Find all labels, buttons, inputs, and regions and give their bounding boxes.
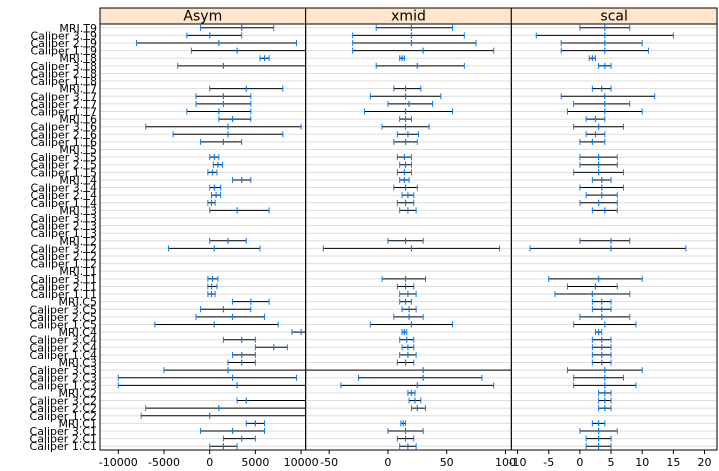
row-label: Caliper 2.T1 (30, 280, 97, 293)
row-label: Caliper 3.C3 (30, 364, 97, 377)
x-tick-label: 10000 (284, 456, 319, 469)
row-label: MRI.C3 (58, 357, 97, 370)
row-label: Caliper 2.T3 (30, 220, 97, 233)
x-tick-label: 0 (384, 456, 391, 469)
row-label: Caliper 1.T8 (30, 75, 97, 88)
row-label: MRI.T2 (59, 235, 97, 248)
row-label: Caliper 1.C3 (30, 379, 97, 392)
row-label: Caliper 1.T1 (30, 288, 97, 301)
row-label: Caliper 3.T2 (30, 242, 97, 255)
row-label: Caliper 1.C5 (30, 318, 97, 331)
x-tick-label: 5 (608, 456, 615, 469)
x-tick-label: 100 (495, 456, 516, 469)
panel-title: xmid (391, 9, 426, 25)
x-tick-label: 0 (206, 456, 213, 469)
panel-border (510, 23, 718, 451)
row-label: MRI.T4 (59, 174, 97, 187)
row-label: MRI.C1 (58, 417, 97, 430)
x-tick-label: 10 (635, 456, 649, 469)
row-label: Caliper 3.C5 (30, 303, 97, 316)
row-label: Caliper 3.T6 (30, 121, 97, 134)
row-label: Caliper 3.C1 (30, 425, 97, 438)
row-label: Caliper 1.T9 (30, 45, 97, 58)
row-label: Caliper 2.C2 (30, 402, 97, 415)
x-tick-label: 0 (576, 456, 583, 469)
row-label: Caliper 2.T6 (30, 128, 97, 141)
row-label: Caliper 1.T6 (30, 136, 97, 149)
x-tick-label: -10 (509, 456, 527, 469)
row-label: MRI.T3 (59, 204, 97, 217)
row-label: Caliper 2.T8 (30, 67, 97, 80)
row-label: MRI.C2 (58, 387, 97, 400)
row-label: Caliper 3.C2 (30, 395, 97, 408)
row-label: Caliper 2.C1 (30, 433, 97, 446)
row-label: MRI.T7 (59, 83, 97, 96)
row-label: Caliper 3.T7 (30, 90, 97, 103)
panel-title: Asym (183, 9, 222, 25)
x-tick-label: 5000 (241, 456, 269, 469)
row-label: Caliper 2.T2 (30, 250, 97, 263)
row-label: Caliper 3.T3 (30, 212, 97, 225)
row-label: Caliper 3.T8 (30, 60, 97, 73)
row-label: Caliper 1.C1 (30, 440, 97, 453)
row-label: Caliper 1.T5 (30, 166, 97, 179)
row-label: Caliper 1.T3 (30, 227, 97, 240)
row-label: MRI.T1 (59, 265, 97, 278)
row-label: Caliper 2.T5 (30, 159, 97, 172)
x-tick-label: -5 (543, 456, 554, 469)
row-label: Caliper 2.C4 (30, 341, 97, 354)
x-tick-label: 50 (440, 456, 454, 469)
row-label: MRI.T6 (59, 113, 97, 126)
row-label: MRI.C5 (58, 296, 97, 309)
row-label: Caliper 3.T1 (30, 273, 97, 286)
row-label: Caliper 1.T2 (30, 258, 97, 271)
row-label: Caliper 1.T4 (30, 197, 97, 210)
row-label: Caliper 3.C4 (30, 334, 97, 347)
panel-border (99, 23, 307, 451)
row-label: Caliper 1.C4 (30, 349, 97, 362)
row-label: Caliper 3.T5 (30, 151, 97, 164)
x-tick-label: 20 (698, 456, 712, 469)
row-label: Caliper 2.T7 (30, 98, 97, 111)
x-tick-label: -50 (320, 456, 338, 469)
x-tick-label: 15 (666, 456, 680, 469)
row-label: MRI.T9 (59, 22, 97, 35)
row-label: Caliper 3.T4 (30, 182, 97, 195)
x-tick-label: -5000 (148, 456, 180, 469)
row-label: Caliper 1.C2 (30, 410, 97, 423)
row-label: Caliper 2.T9 (30, 37, 97, 50)
panel-border (305, 23, 512, 451)
row-label: Caliper 3.T9 (30, 29, 97, 42)
row-label: MRI.T5 (59, 144, 97, 157)
x-tick-label: -10000 (99, 456, 138, 469)
row-label: Caliper 2.C5 (30, 311, 97, 324)
row-label: MRI.T8 (59, 52, 97, 65)
row-label: MRI.C4 (58, 326, 97, 339)
row-label: Caliper 2.C3 (30, 372, 97, 385)
row-label: Caliper 1.T7 (30, 105, 97, 118)
panel-title: scal (600, 9, 627, 25)
row-label: Caliper 2.T4 (30, 189, 97, 202)
